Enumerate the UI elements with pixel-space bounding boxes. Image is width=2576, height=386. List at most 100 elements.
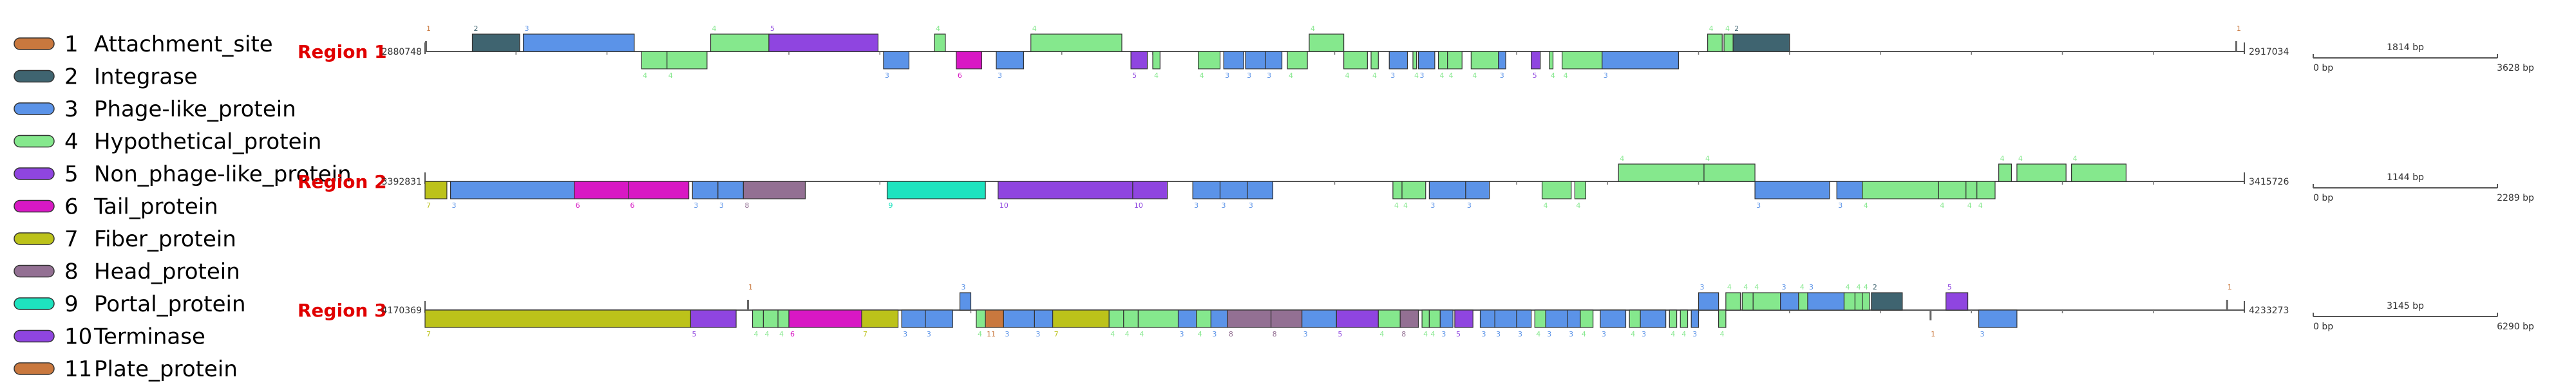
gene-box xyxy=(1052,309,1110,328)
gene-type-number: 4 xyxy=(712,24,717,33)
gene-feature: 3 xyxy=(1978,309,2018,338)
gene-type-number: 4 xyxy=(1800,283,1804,291)
gene-type-number: 4 xyxy=(1743,283,1748,291)
gene-feature: 4 xyxy=(1618,154,1705,182)
legend-item-phage-like-protein: 3 Phage-like_protein xyxy=(14,96,296,122)
gene-feature: 6 xyxy=(956,51,983,80)
gene-type-number: 7 xyxy=(863,330,867,338)
gene-feature: 4 xyxy=(1580,309,1594,338)
gene-feature: 4 xyxy=(1798,283,1808,311)
gene-feature: 3 xyxy=(1602,51,1680,80)
gene-box xyxy=(934,33,946,52)
gene-feature: 4 xyxy=(2071,154,2126,182)
legend-number: 11 xyxy=(64,356,92,382)
region-title: Region 3 xyxy=(298,300,387,321)
gene-box xyxy=(1421,309,1430,328)
gene-type-number: 3 xyxy=(452,201,457,210)
gene-feature: 4 xyxy=(1470,51,1499,80)
gene-box xyxy=(1549,51,1554,69)
gene-box xyxy=(1309,33,1345,52)
scale-right-label: 6290 bp xyxy=(2497,322,2534,332)
gene-box xyxy=(1177,309,1197,328)
legend-item-plate-protein: 11 Plate_protein xyxy=(14,356,238,382)
gene-box xyxy=(2071,163,2126,182)
gene-feature: 4 xyxy=(1725,283,1741,311)
gene-feature: 3 xyxy=(1479,309,1495,338)
gene-feature: 3 xyxy=(450,181,575,210)
gene-type-number: 1 xyxy=(2228,283,2232,291)
gene-feature: 4 xyxy=(1718,309,1727,338)
gene-box xyxy=(667,51,708,69)
gene-box xyxy=(901,309,926,328)
gene-type-number: 8 xyxy=(744,201,749,210)
gene-feature: 4 xyxy=(1965,181,1978,210)
legend-label: Integrase xyxy=(94,64,198,90)
gene-type-number: 4 xyxy=(936,24,940,33)
gene-box xyxy=(1343,51,1368,69)
gene-type-number: 4 xyxy=(1681,330,1686,338)
gene-feature: 4 xyxy=(1196,309,1212,338)
gene-box xyxy=(1447,51,1463,69)
gene-box xyxy=(1428,181,1466,199)
gene-type-number: 3 xyxy=(1604,71,1608,80)
gene-feature: 4 xyxy=(1428,309,1441,338)
gene-box xyxy=(424,181,448,199)
gene-box xyxy=(1541,181,1572,199)
gene-box xyxy=(628,181,690,199)
gene-box xyxy=(768,33,879,52)
gene-feature: 4 xyxy=(1854,283,1863,311)
gene-box xyxy=(641,51,668,69)
gene-type-number: 4 xyxy=(1705,154,1710,163)
gene-box xyxy=(956,51,983,69)
gene-type-number: 4 xyxy=(1576,201,1580,210)
gene-type-number: 3 xyxy=(1569,330,1573,338)
gene-box xyxy=(522,33,635,52)
gene-box xyxy=(1378,309,1401,328)
gene-feature: 3 xyxy=(1807,283,1845,311)
gene-box xyxy=(1123,309,1139,328)
gene-box xyxy=(450,181,575,199)
gene-box xyxy=(1192,181,1221,199)
legend-number: 1 xyxy=(64,32,79,57)
gene-feature: 4 xyxy=(1703,154,1756,182)
gene-box xyxy=(690,309,737,328)
gene-feature: 10 xyxy=(1132,181,1168,210)
attachment-site-marker xyxy=(1929,310,1932,320)
gene-type-number: 4 xyxy=(1198,330,1202,338)
gene-feature: 3 xyxy=(1245,51,1266,80)
gene-feature: 4 xyxy=(1421,309,1430,338)
gene-type-number: 4 xyxy=(1311,24,1315,33)
legend-number: 10 xyxy=(64,324,92,350)
gene-box xyxy=(424,309,692,328)
gene-type-number: 3 xyxy=(1247,71,1251,80)
gene-feature: 4 xyxy=(934,24,946,52)
gene-type-number: 4 xyxy=(1544,201,1548,210)
gene-type-number: 2 xyxy=(473,24,478,33)
gene-type-number: 5 xyxy=(692,330,696,338)
gene-type-number: 4 xyxy=(1940,201,1944,210)
gene-type-number: 4 xyxy=(1372,71,1377,80)
gene-box xyxy=(717,181,744,199)
gene-type-number: 4 xyxy=(1709,24,1714,33)
gene-type-number: 5 xyxy=(1132,71,1137,80)
gene-box xyxy=(1680,309,1689,328)
legend-item-non-phage-like-protein: 5 Non_phage-like_protein xyxy=(14,161,352,187)
gene-type-number: 4 xyxy=(1403,201,1408,210)
gene-feature: 3 xyxy=(1219,181,1248,210)
gene-box xyxy=(1003,309,1035,328)
gene-feature: 5 xyxy=(1130,51,1148,80)
region-start-coordinate: 3392831 xyxy=(382,177,422,187)
legend-number: 3 xyxy=(64,96,79,122)
gene-feature: 3 xyxy=(1754,181,1830,210)
gene-feature: 5 xyxy=(1946,283,1969,311)
gene-feature: 3 xyxy=(1690,309,1700,338)
gene-feature: 3 xyxy=(1439,309,1454,338)
gene-type-number: 2 xyxy=(1873,283,1877,291)
gene-type-number: 4 xyxy=(643,71,647,80)
scale-label: 1144 bp xyxy=(2387,172,2424,183)
gene-feature: 4 xyxy=(1843,283,1856,311)
gene-feature: 4 xyxy=(1123,309,1139,338)
gene-type-number: 4 xyxy=(1620,154,1624,163)
gene-feature: 4 xyxy=(1412,51,1419,80)
gene-feature: 7 xyxy=(861,309,899,338)
